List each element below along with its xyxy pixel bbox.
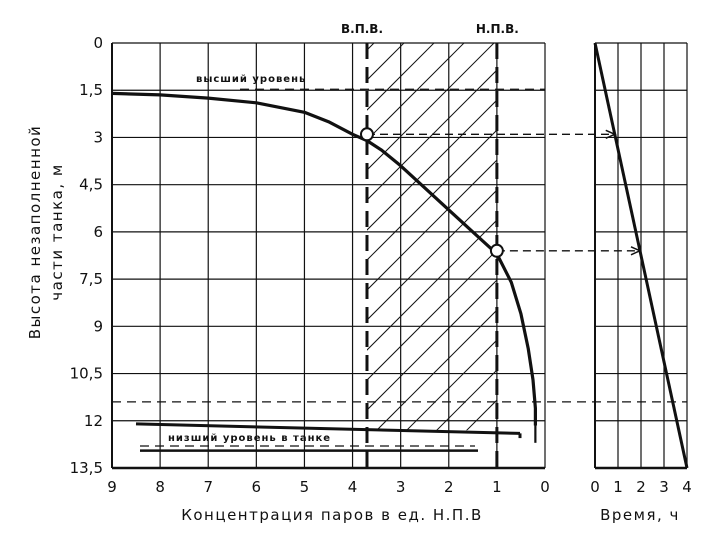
curve-marker	[489, 243, 504, 258]
hatch-line	[366, 279, 497, 411]
y-tick-label: 9	[93, 317, 103, 335]
lower-limit-label: Н.П.В.	[476, 22, 519, 36]
y-tick-label: 10,5	[70, 365, 103, 383]
y-axis-label-line1: Высота незаполненной	[26, 125, 44, 340]
x-tick-label: 1	[492, 478, 502, 496]
x-tick-label: 4	[348, 478, 358, 496]
y-tick-label: 1,5	[79, 81, 103, 99]
hatch-line	[487, 40, 711, 470]
time-tick-label: 0	[590, 478, 600, 496]
low-level-label: низший уровень в танке	[168, 433, 331, 444]
x-tick-label: 8	[155, 478, 165, 496]
time-line	[593, 42, 689, 469]
y-tick-label: 0	[93, 34, 103, 52]
hatch-line	[366, 69, 497, 201]
time-tick-label: 3	[659, 478, 669, 496]
zone-lines	[365, 43, 499, 470]
level-lines	[112, 88, 687, 447]
curve-marker	[359, 127, 374, 142]
x-axis-label: Концентрация паров в ед. Н.П.В	[181, 506, 483, 524]
tank-stroke-1	[135, 422, 521, 435]
y-tick-label: 6	[93, 223, 103, 241]
y-axis-label: Высота незаполненной части танка, м	[26, 125, 66, 340]
y-tick-label: 13,5	[70, 459, 103, 477]
time-tick-label: 2	[636, 478, 646, 496]
concentration-curve	[111, 91, 537, 426]
x-tick-label: 6	[252, 478, 262, 496]
hatch-line	[406, 339, 497, 431]
x-tick-label: 7	[203, 478, 213, 496]
x-tick-label: 3	[396, 478, 406, 496]
hatch-line	[436, 369, 497, 431]
series	[111, 42, 689, 469]
hatch-line	[366, 189, 497, 321]
hatch-line	[466, 399, 497, 431]
x-tick-label: 0	[540, 478, 550, 496]
grid	[111, 42, 688, 470]
high-level-label: высший уровень	[196, 74, 306, 85]
y-tick-label: 3	[93, 128, 103, 146]
upper-limit-label: В.П.В.	[341, 22, 383, 36]
time-tick-label: 1	[613, 478, 623, 496]
hatch-line	[366, 219, 497, 351]
time-tick-label: 4	[682, 478, 692, 496]
hatch-line	[366, 159, 497, 291]
x-tick-label: 5	[300, 478, 310, 496]
hatch-lines	[366, 40, 711, 470]
hatch-line	[366, 43, 465, 141]
y-axis-label-line2: части танка, м	[48, 163, 66, 300]
time-axis-label: Время, ч	[600, 506, 680, 524]
hatch-line	[366, 99, 497, 231]
x-tick-label: 2	[444, 478, 454, 496]
y-tick-label: 12	[84, 412, 103, 430]
hatch-line	[376, 309, 497, 431]
hatch-line	[366, 43, 495, 171]
y-tick-label: 7,5	[79, 270, 103, 288]
x-tick-label: 9	[107, 478, 117, 496]
y-tick-label: 4,5	[79, 176, 103, 194]
hatch-line	[366, 129, 497, 261]
flammable-zone-hatching	[366, 40, 711, 470]
